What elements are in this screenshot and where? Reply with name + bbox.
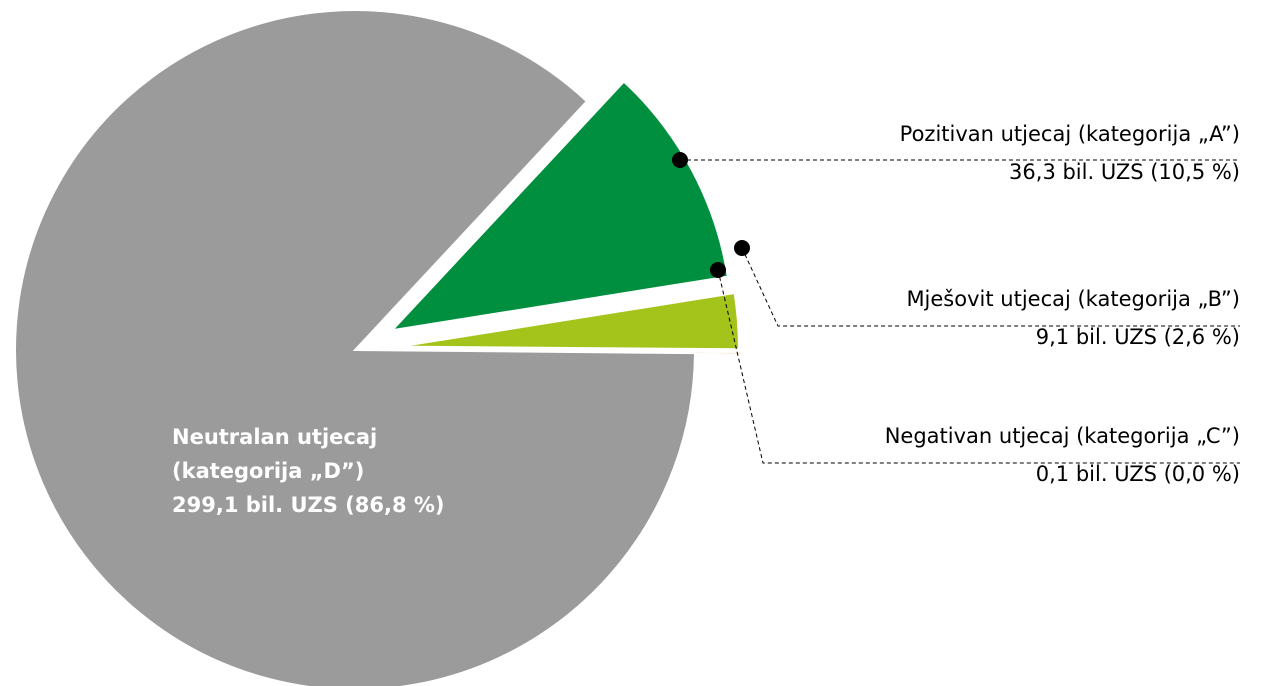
pie-slice — [14, 9, 696, 686]
value-label-c: 0,1 bil. UZS (0,0 %) — [1035, 462, 1240, 486]
label-c: Negativan utjecaj (kategorija „C”) — [884, 424, 1240, 448]
leader-dot — [734, 240, 750, 256]
label-a: Pozitivan utjecaj (kategorija „A”) — [899, 122, 1240, 146]
leader-line — [717, 269, 1240, 464]
label-b: Mješovit utjecaj (kategorija „B”) — [906, 287, 1240, 311]
label-d: Neutralan utjecaj (kategorija „D”) — [172, 425, 378, 483]
leader-dot — [672, 152, 688, 168]
value-label-b: 9,1 bil. UZS (2,6 %) — [1035, 325, 1240, 349]
leader-line — [741, 247, 1240, 327]
pie-slice — [389, 80, 729, 332]
value-label-d: 299,1 bil. UZS (86,8 %) — [172, 493, 445, 517]
value-label-a: 36,3 bil. UZS (10,5 %) — [1009, 160, 1240, 184]
pie-slice — [398, 291, 740, 351]
leader-dot — [710, 262, 726, 278]
